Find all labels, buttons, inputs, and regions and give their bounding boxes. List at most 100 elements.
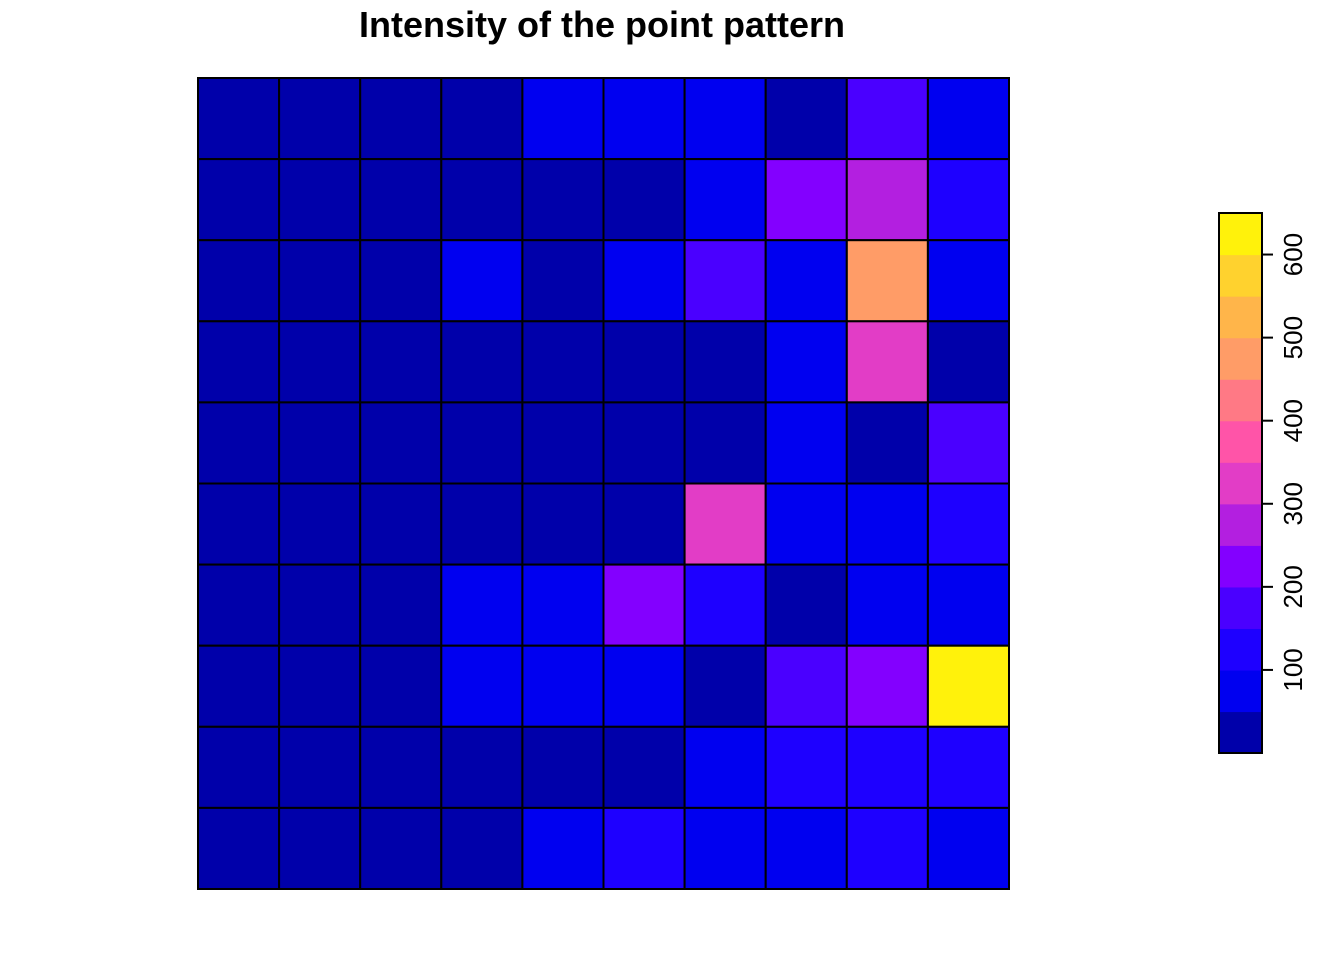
- heatmap-cell: [359, 806, 443, 891]
- legend-color-band: [1219, 296, 1262, 339]
- heatmap-cell: [602, 158, 686, 242]
- heatmap-cell: [521, 563, 605, 647]
- heatmap-cell: [359, 401, 443, 485]
- legend-color-band: [1219, 711, 1262, 754]
- heatmap-cell: [197, 482, 281, 566]
- heatmap-cell: [926, 806, 1011, 891]
- heatmap-cell: [683, 320, 767, 404]
- heatmap-cell: [521, 320, 605, 404]
- heatmap-cell: [926, 77, 1011, 161]
- color-legend: 100 200 300 400 500 600: [1218, 212, 1308, 754]
- heatmap-cell: [845, 806, 929, 891]
- legend-color-band: [1219, 420, 1262, 463]
- heatmap-cell: [359, 482, 443, 566]
- heatmap-cell: [926, 239, 1011, 323]
- heatmap-cell: [602, 320, 686, 404]
- heatmap-cell: [440, 77, 524, 161]
- heatmap-cell: [440, 239, 524, 323]
- heatmap-cell: [197, 77, 281, 161]
- heatmap-cell: [602, 806, 686, 891]
- heatmap-cell: [845, 158, 929, 242]
- heatmap-cell: [683, 563, 767, 647]
- heatmap-cell: [926, 725, 1011, 809]
- legend-tick-label: 600: [1278, 233, 1308, 276]
- heatmap-cell: [683, 644, 767, 728]
- legend-color-band: [1219, 669, 1262, 713]
- heatmap-cell: [197, 806, 281, 891]
- heatmap-cell: [359, 725, 443, 809]
- heatmap-cell: [197, 563, 281, 647]
- heatmap-cell: [926, 644, 1011, 728]
- heatmap-cells: [197, 77, 1011, 891]
- heatmap-cell: [359, 644, 443, 728]
- legend-tick-label: 100: [1278, 648, 1308, 691]
- heatmap-cell: [845, 401, 929, 485]
- heatmap-cell: [197, 158, 281, 242]
- heatmap-cell: [683, 401, 767, 485]
- heatmap-cell: [278, 644, 362, 728]
- heatmap-cell: [602, 725, 686, 809]
- heatmap-cell: [764, 158, 848, 242]
- heatmap-cell: [278, 806, 362, 891]
- heatmap-cell: [278, 77, 362, 161]
- heatmap-cell: [764, 644, 848, 728]
- heatmap-cell: [602, 401, 686, 485]
- heatmap-cell: [521, 644, 605, 728]
- heatmap-cell: [926, 320, 1011, 404]
- heatmap-cell: [197, 320, 281, 404]
- heatmap-cell: [764, 725, 848, 809]
- heatmap-cell: [845, 320, 929, 404]
- heatmap-cell: [278, 725, 362, 809]
- heatmap-cell: [764, 401, 848, 485]
- heatmap-cell: [440, 401, 524, 485]
- heatmap-cell: [845, 644, 929, 728]
- legend-tick-label: 400: [1278, 399, 1308, 442]
- heatmap-cell: [764, 563, 848, 647]
- heatmap-cell: [683, 482, 767, 566]
- heatmap-cell: [359, 158, 443, 242]
- heatmap-cell: [440, 158, 524, 242]
- heatmap-cell: [521, 401, 605, 485]
- legend-color-band: [1219, 337, 1262, 380]
- heatmap-cell: [926, 563, 1011, 647]
- heatmap-cell: [440, 563, 524, 647]
- heatmap-cell: [683, 158, 767, 242]
- heatmap-cell: [683, 239, 767, 323]
- heatmap-cell: [278, 563, 362, 647]
- heatmap-cell: [440, 644, 524, 728]
- legend-color-band: [1219, 586, 1262, 629]
- heatmap-cell: [521, 806, 605, 891]
- heatmap-cell: [440, 725, 524, 809]
- heatmap-cell: [764, 482, 848, 566]
- legend-border: [1218, 212, 1263, 754]
- heatmap-cell: [197, 239, 281, 323]
- heatmap-cell: [764, 239, 848, 323]
- heatmap-cell: [278, 158, 362, 242]
- heatmap-cell: [845, 77, 929, 161]
- legend-color-band: [1219, 628, 1262, 671]
- heatmap-cell: [278, 239, 362, 323]
- heatmap-cell: [926, 401, 1011, 485]
- legend-color-band: [1219, 462, 1262, 505]
- plot-border: [197, 77, 1010, 890]
- legend-tick-label: 500: [1278, 316, 1308, 359]
- heatmap-cell: [602, 644, 686, 728]
- chart-title: Intensity of the point pattern: [359, 4, 845, 45]
- heatmap-cell: [764, 806, 848, 891]
- heatmap-cell: [926, 482, 1011, 566]
- heatmap-cell: [278, 320, 362, 404]
- heatmap-cell: [602, 563, 686, 647]
- heatmap-cell: [764, 320, 848, 404]
- heatmap-cell: [440, 806, 524, 891]
- heatmap-cell: [683, 77, 767, 161]
- heatmap-cell: [845, 725, 929, 809]
- heatmap-cell: [764, 77, 848, 161]
- heatmap-cell: [683, 806, 767, 891]
- heatmap-cell: [359, 77, 443, 161]
- heatmap-cell: [521, 158, 605, 242]
- heatmap-cell: [521, 239, 605, 323]
- heatmap-cell: [521, 725, 605, 809]
- heatmap-cell: [359, 563, 443, 647]
- heatmap-cell: [197, 725, 281, 809]
- heatmap-cell: [197, 401, 281, 485]
